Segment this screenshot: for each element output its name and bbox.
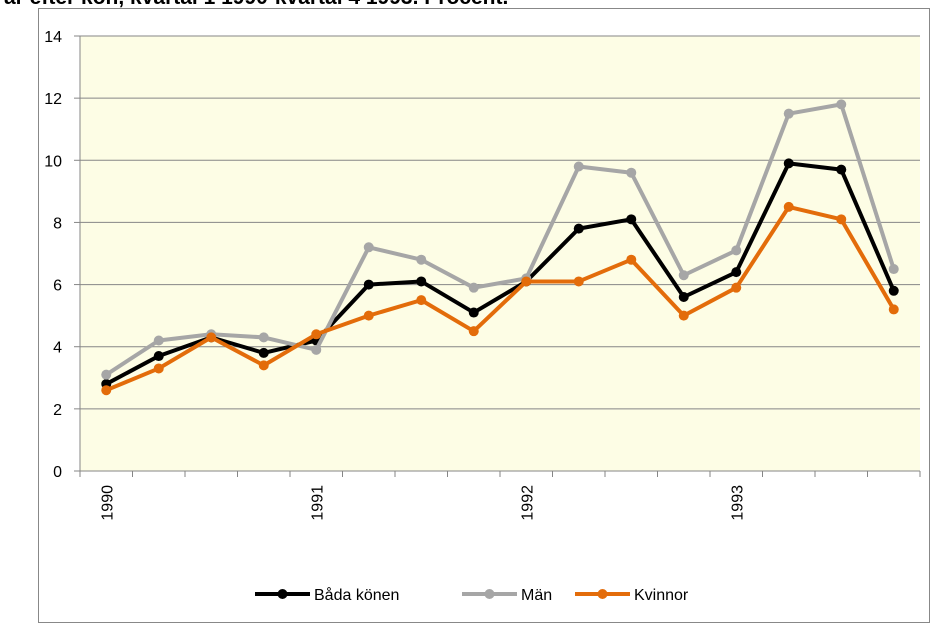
x-tick-label: 1992	[519, 485, 536, 521]
marker	[153, 351, 164, 362]
marker	[363, 310, 374, 321]
marker	[468, 326, 479, 337]
y-tick-label: 0	[53, 464, 62, 481]
marker	[258, 347, 269, 358]
x-tick-label: 1991	[309, 485, 326, 521]
marker	[573, 161, 584, 172]
marker	[311, 344, 322, 355]
marker	[101, 385, 112, 396]
marker	[573, 223, 584, 234]
line	[105, 204, 896, 393]
y-tick-label: 4	[53, 340, 62, 357]
marker	[416, 254, 427, 265]
legend-item: Män	[462, 587, 552, 604]
legend-marker	[597, 589, 608, 599]
marker	[888, 264, 899, 275]
y-tick-label: 10	[44, 153, 62, 170]
marker	[678, 270, 689, 281]
line	[105, 161, 896, 386]
plot-area	[80, 36, 920, 471]
marker	[468, 307, 479, 318]
marker	[101, 369, 112, 380]
marker	[258, 332, 269, 343]
marker	[783, 201, 794, 212]
legend-label: Båda könen	[314, 586, 399, 604]
x-tick-label: 1990	[99, 485, 116, 521]
y-tick-label: 8	[53, 215, 62, 232]
marker	[416, 295, 427, 306]
marker	[153, 335, 164, 346]
marker	[783, 158, 794, 169]
marker	[311, 329, 322, 340]
marker	[836, 164, 847, 175]
marker	[836, 214, 847, 225]
marker	[416, 276, 427, 287]
legend-label: Kvinnor	[634, 587, 689, 604]
marker	[626, 214, 637, 225]
legend-marker	[484, 589, 495, 599]
marker	[731, 245, 742, 256]
marker	[363, 279, 374, 290]
y-tick-label: 12	[44, 91, 62, 108]
marker	[888, 285, 899, 296]
marker	[626, 254, 637, 265]
chart-title: ar efter kön, kvartal 1 1990-kvartal 4 1…	[4, 0, 508, 9]
marker	[521, 276, 532, 287]
marker	[363, 242, 374, 253]
marker	[206, 332, 217, 343]
marker	[678, 292, 689, 302]
marker	[836, 99, 847, 110]
y-tick-label: 14	[44, 29, 62, 46]
legend-item: Båda könen	[255, 586, 399, 604]
marker	[888, 304, 899, 315]
marker	[153, 363, 164, 374]
legend-marker	[277, 589, 288, 599]
marker	[731, 267, 742, 278]
y-tick-label: 6	[53, 278, 62, 295]
marker	[731, 282, 742, 293]
line	[105, 102, 896, 377]
marker	[468, 282, 479, 293]
y-tick-label: 2	[53, 402, 62, 419]
marker	[678, 310, 689, 321]
legend-label: Män	[521, 587, 552, 604]
marker	[626, 167, 637, 178]
x-tick-label: 1993	[729, 485, 746, 521]
legend-item: Kvinnor	[575, 587, 689, 604]
marker	[258, 360, 269, 371]
marker	[573, 276, 584, 287]
marker	[783, 108, 794, 119]
